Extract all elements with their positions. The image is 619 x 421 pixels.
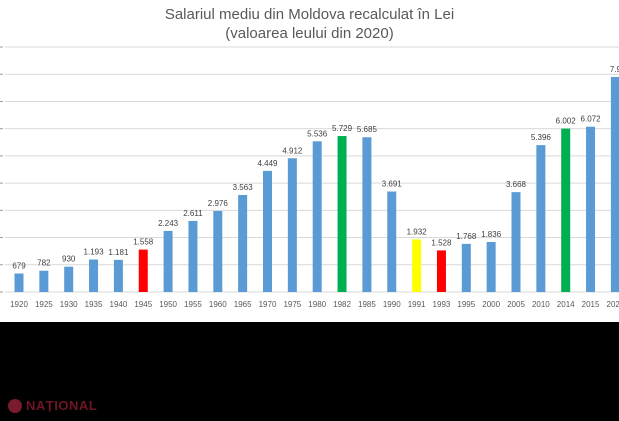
logo-text: NAȚIONAL <box>26 398 98 413</box>
data-label-1990: 3.691 <box>382 180 403 189</box>
x-tick-label-1990: 1990 <box>383 300 401 309</box>
data-label-1935: 1.193 <box>84 248 105 257</box>
x-tick-label-2020: 2020 <box>607 300 619 309</box>
x-tick-label-1985: 1985 <box>358 300 376 309</box>
x-tick-label-1960: 1960 <box>209 300 227 309</box>
bar-1935 <box>89 259 99 292</box>
x-tick-label-1982: 1982 <box>333 300 351 309</box>
bar-1930 <box>64 266 74 292</box>
x-tick-label-1965: 1965 <box>234 300 252 309</box>
bar-2020 <box>610 76 619 292</box>
data-label-1965: 3.563 <box>233 183 254 192</box>
logo: NAȚIONAL <box>8 398 97 413</box>
bar-1960 <box>213 210 223 292</box>
data-label-1920: 679 <box>12 262 26 271</box>
x-tick-label-1955: 1955 <box>184 300 202 309</box>
bar-1990 <box>387 191 397 292</box>
data-label-2020: 7.9 <box>610 65 619 74</box>
data-label-1975: 4.912 <box>282 146 303 155</box>
x-tick-label-2010: 2010 <box>532 300 550 309</box>
data-label-1960: 2.976 <box>208 199 229 208</box>
x-tick-label-2014: 2014 <box>557 300 575 309</box>
logo-icon <box>8 398 22 413</box>
bar-2005 <box>511 192 521 292</box>
bar-1980 <box>312 141 322 292</box>
data-label-1940: 1.181 <box>108 248 129 257</box>
data-label-1991: 1.932 <box>407 227 428 236</box>
data-label-1955: 2.611 <box>183 209 203 218</box>
data-label-2000: 1.836 <box>481 230 502 239</box>
data-label-1995: 1.768 <box>456 232 477 241</box>
x-tick-label-1945: 1945 <box>134 300 152 309</box>
chart-subtitle: (valoarea leului din 2020) <box>225 25 394 42</box>
bar-1982 <box>337 136 347 292</box>
bar-1920 <box>14 273 24 292</box>
x-tick-label-1920: 1920 <box>10 300 28 309</box>
bar-2000 <box>486 242 496 292</box>
bar-2010 <box>536 145 546 292</box>
chart-title: Salariul mediu din Moldova recalculat în… <box>164 6 455 23</box>
x-tick-label-1975: 1975 <box>283 300 301 309</box>
bar-1945 <box>138 249 148 292</box>
x-tick-label-1950: 1950 <box>159 300 177 309</box>
bar-1991 <box>412 239 422 292</box>
bar-1993 <box>436 250 446 292</box>
x-tick-label-2000: 2000 <box>482 300 500 309</box>
x-tick-label-2005: 2005 <box>507 300 525 309</box>
chart-area: Salariul mediu din Moldova recalculat în… <box>0 0 619 322</box>
data-label-1993: 1.528 <box>431 238 452 247</box>
bar-2014 <box>561 128 571 292</box>
bar-1940 <box>113 259 123 292</box>
data-label-1950: 2.243 <box>158 219 179 228</box>
data-label-1945: 1.558 <box>133 238 154 247</box>
bar-1965 <box>238 195 248 292</box>
x-tick-label-1970: 1970 <box>259 300 277 309</box>
x-tick-label-1940: 1940 <box>110 300 128 309</box>
x-tick-label-2015: 2015 <box>582 300 600 309</box>
bar-1955 <box>188 220 198 292</box>
bar-1950 <box>163 230 173 292</box>
x-tick-label-1991: 1991 <box>408 300 426 309</box>
data-label-1930: 930 <box>62 255 76 264</box>
data-label-2015: 6.072 <box>581 115 602 124</box>
data-label-2010: 5.396 <box>531 133 552 142</box>
x-tick-label-1993: 1993 <box>433 300 451 309</box>
bar-1970 <box>263 170 272 292</box>
x-tick-label-1930: 1930 <box>60 300 78 309</box>
x-tick-label-1995: 1995 <box>457 300 475 309</box>
bar-1925 <box>39 270 49 292</box>
bar-2015 <box>586 126 596 292</box>
data-label-1985: 5.685 <box>357 125 378 134</box>
data-label-2014: 6.002 <box>556 117 577 126</box>
x-tick-label-1935: 1935 <box>85 300 103 309</box>
bar-1985 <box>362 137 372 292</box>
data-label-2005: 3.668 <box>506 180 527 189</box>
data-label-1925: 782 <box>37 259 51 268</box>
bar-chart: 679 1920 782 1925 930 1930 1.193 1935 1.181 1940 1… <box>0 46 619 309</box>
bar-1975 <box>287 158 297 292</box>
x-tick-label-1980: 1980 <box>308 300 326 309</box>
bar-1995 <box>461 243 471 292</box>
data-label-1982: 5.729 <box>332 124 353 133</box>
data-label-1970: 4.449 <box>257 159 278 168</box>
x-tick-label-1925: 1925 <box>35 300 53 309</box>
data-label-1980: 5.536 <box>307 129 328 138</box>
